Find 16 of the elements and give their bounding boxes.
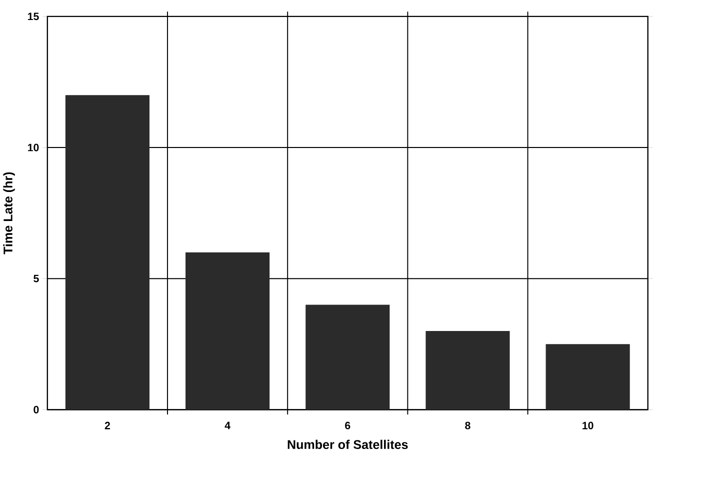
bar — [426, 330, 510, 410]
x-tick-label: 10 — [582, 422, 594, 430]
x-tick-label: 2 — [104, 422, 110, 430]
y-tick-label: 0 — [34, 406, 39, 414]
x-axis-title: Number of Satellites — [288, 440, 408, 449]
y-axis-title: Time Late (hr) — [3, 172, 15, 254]
bar — [546, 344, 630, 410]
x-tick-label: 4 — [224, 422, 230, 429]
bar — [65, 94, 150, 410]
y-tick-label: 10 — [28, 144, 39, 152]
y-tick-label: 5 — [34, 274, 39, 282]
x-tick-label: 8 — [465, 422, 470, 430]
bar — [186, 252, 270, 410]
y-tick-label: 15 — [28, 12, 39, 20]
bar — [306, 304, 390, 410]
x-tick-label: 6 — [345, 422, 350, 430]
